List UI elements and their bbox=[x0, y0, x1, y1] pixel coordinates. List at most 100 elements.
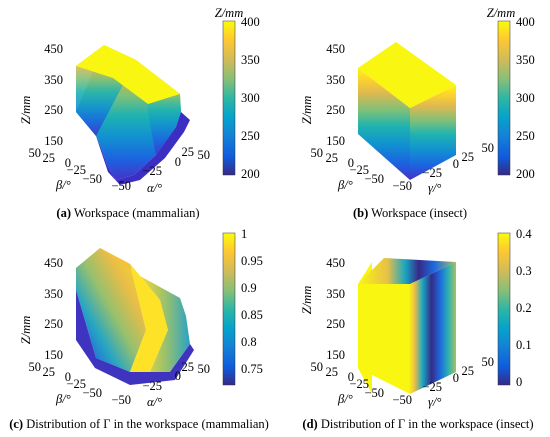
cb-tick-b-1: 350 bbox=[516, 53, 535, 67]
cb-tick-d-0: 0.4 bbox=[516, 227, 532, 241]
z-tick-a-1: 350 bbox=[44, 73, 63, 87]
colorbar-c: 1 0.95 0.9 0.85 0.8 0.75 bbox=[222, 227, 263, 386]
cb-tick-a-4: 200 bbox=[241, 167, 260, 181]
cb-tick-b-3: 250 bbox=[516, 129, 535, 143]
beta-tick-a-3: −25 bbox=[66, 163, 86, 177]
beta-tick-d-3: −25 bbox=[349, 377, 369, 391]
cb-tick-c-4: 0.8 bbox=[241, 335, 257, 349]
beta-axis-label-d: β/° bbox=[337, 392, 353, 406]
beta-tick-d-1: 25 bbox=[326, 365, 339, 379]
alpha-tick-c-2: 0 bbox=[175, 369, 181, 383]
surface-d-top bbox=[358, 258, 456, 284]
surface-b-top bbox=[358, 42, 456, 108]
z-axis-label-a: Z/mm bbox=[19, 96, 33, 124]
cb-tick-a-0: 400 bbox=[241, 15, 260, 29]
beta-tick-a-1: 25 bbox=[43, 151, 56, 165]
z-tick-d-2: 250 bbox=[326, 317, 345, 331]
z-tick-d-1: 350 bbox=[326, 287, 345, 301]
panel-d: Z/mm 450 350 250 150 50 25 0 −25 −50 β/°… bbox=[300, 227, 534, 431]
surface-c-right-face bbox=[140, 276, 190, 372]
caption-d-letter: (d) bbox=[302, 417, 317, 431]
alpha-tick-c-4: 50 bbox=[198, 362, 211, 376]
cb-tick-a-2: 300 bbox=[241, 91, 260, 105]
cb-tick-d-1: 0.3 bbox=[516, 264, 532, 278]
colorbar-title-b: Z/mm bbox=[487, 6, 515, 20]
caption-b: (b) Workspace (insect) bbox=[353, 206, 467, 220]
beta-tick-c-2: 0 bbox=[65, 370, 71, 384]
colorbar-d-ramp bbox=[497, 232, 511, 386]
z-tick-c-2: 250 bbox=[44, 317, 63, 331]
beta-tick-a-2: 0 bbox=[65, 156, 71, 170]
alpha-axis-label-c: α/° bbox=[147, 395, 162, 409]
cb-tick-d-3: 0.1 bbox=[516, 338, 532, 352]
beta-tick-b-1: 25 bbox=[326, 151, 339, 165]
colorbar-b-ramp bbox=[497, 20, 511, 176]
beta-tick-d-0: 50 bbox=[311, 360, 324, 374]
caption-d: (d) Distribution of Γ in the workspace (… bbox=[302, 417, 533, 431]
colorbar-a-ramp bbox=[222, 20, 236, 176]
colorbar-b: Z/mm 400 350 300 250 200 bbox=[487, 6, 535, 181]
surface-c-middle bbox=[130, 264, 168, 372]
cb-tick-a-1: 350 bbox=[241, 53, 260, 67]
cb-tick-b-4: 200 bbox=[516, 167, 535, 181]
beta-axis-label-c: β/° bbox=[55, 392, 71, 406]
surface-b-right bbox=[410, 85, 456, 180]
alpha-tick-c-3: 25 bbox=[182, 360, 195, 374]
z-tick-c-1: 350 bbox=[44, 287, 63, 301]
beta-tick-b-3: −25 bbox=[349, 163, 369, 177]
cb-tick-c-2: 0.9 bbox=[241, 281, 257, 295]
beta-tick-a-4: −50 bbox=[82, 172, 102, 186]
gamma-tick-d-2: 0 bbox=[453, 371, 459, 385]
surface-c-top bbox=[100, 248, 140, 276]
surface-c bbox=[76, 248, 194, 385]
surface-a bbox=[76, 45, 190, 185]
caption-b-text: Workspace (insect) bbox=[368, 206, 467, 220]
colorbar-c-ramp bbox=[222, 232, 236, 386]
gamma-tick-d-1: −25 bbox=[422, 380, 442, 394]
alpha-tick-a-0: −50 bbox=[111, 179, 131, 193]
beta-axis-label-a: β/° bbox=[55, 178, 71, 192]
beta-tick-b-0: 50 bbox=[311, 146, 324, 160]
panel-c: Z/mm 450 350 250 150 50 25 0 −25 −50 β/°… bbox=[9, 227, 269, 431]
cb-tick-a-3: 250 bbox=[241, 129, 260, 143]
surface-a-base bbox=[96, 112, 190, 185]
gamma-tick-b-3: 25 bbox=[462, 150, 475, 164]
surface-b-front bbox=[358, 68, 410, 180]
surface-b bbox=[358, 42, 456, 180]
axis-b: Z/mm 450 350 250 150 50 25 0 −25 −50 β/°… bbox=[300, 42, 494, 195]
alpha-tick-a-1: −25 bbox=[142, 164, 162, 178]
cb-tick-c-1: 0.95 bbox=[241, 254, 263, 268]
gamma-tick-b-4: 50 bbox=[482, 141, 495, 155]
beta-tick-a-0: 50 bbox=[29, 146, 42, 160]
surface-c-left-face bbox=[76, 248, 146, 372]
cb-tick-b-0: 400 bbox=[516, 15, 535, 29]
z-axis-label-c: Z/mm bbox=[19, 316, 33, 344]
surface-d bbox=[358, 258, 456, 394]
colorbar-title-a: Z/mm bbox=[215, 6, 243, 20]
gamma-tick-b-2: 0 bbox=[453, 157, 459, 171]
caption-a: (a) Workspace (mammalian) bbox=[56, 206, 199, 220]
beta-tick-d-4: −50 bbox=[364, 386, 384, 400]
caption-b-letter: (b) bbox=[353, 206, 368, 220]
gamma-tick-d-3: 25 bbox=[462, 364, 475, 378]
gamma-tick-d-0: −50 bbox=[392, 393, 412, 407]
z-axis-label-d: Z/mm bbox=[300, 286, 314, 314]
beta-tick-c-0: 50 bbox=[29, 360, 42, 374]
gamma-axis-label-b: γ/° bbox=[428, 181, 441, 195]
caption-a-text: Workspace (mammalian) bbox=[71, 206, 200, 220]
z-tick-b-3: 150 bbox=[326, 134, 345, 148]
cb-tick-d-4: 0 bbox=[516, 375, 522, 389]
cb-tick-c-0: 1 bbox=[241, 227, 247, 241]
beta-axis-label-b: β/° bbox=[337, 178, 353, 192]
alpha-tick-a-3: 25 bbox=[182, 145, 195, 159]
cb-tick-c-5: 0.75 bbox=[241, 362, 263, 376]
beta-tick-d-2: 0 bbox=[348, 370, 354, 384]
z-tick-b-1: 350 bbox=[326, 73, 345, 87]
axis-d: Z/mm 450 350 250 150 50 25 0 −25 −50 β/°… bbox=[300, 256, 494, 409]
colorbar-d: 0.4 0.3 0.2 0.1 0 bbox=[497, 227, 532, 389]
gamma-tick-d-4: 50 bbox=[482, 355, 495, 369]
cb-tick-b-2: 300 bbox=[516, 91, 535, 105]
beta-tick-c-3: −25 bbox=[66, 377, 86, 391]
surface-a-top bbox=[76, 45, 180, 104]
